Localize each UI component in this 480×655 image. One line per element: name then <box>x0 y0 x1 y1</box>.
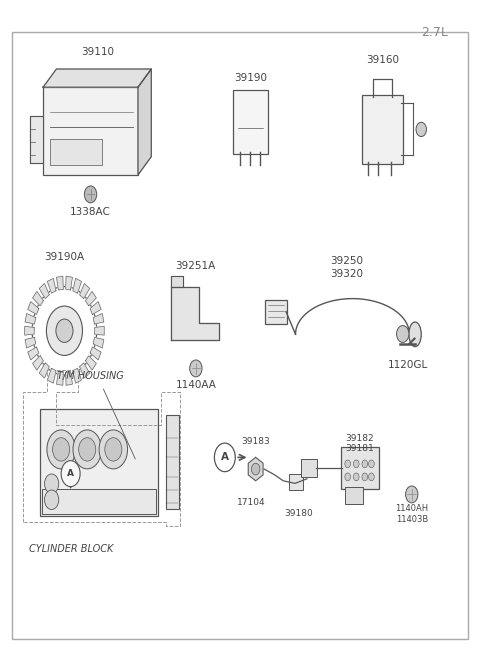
Text: A: A <box>67 469 74 478</box>
Polygon shape <box>25 326 34 335</box>
Polygon shape <box>30 117 43 163</box>
FancyBboxPatch shape <box>43 87 138 175</box>
Polygon shape <box>28 301 39 314</box>
Polygon shape <box>73 278 82 293</box>
FancyBboxPatch shape <box>265 299 287 324</box>
Polygon shape <box>25 314 36 324</box>
Circle shape <box>215 443 235 472</box>
Circle shape <box>353 460 359 468</box>
FancyBboxPatch shape <box>42 489 156 514</box>
Text: 39180: 39180 <box>284 509 313 518</box>
FancyBboxPatch shape <box>233 90 268 154</box>
Text: 39160: 39160 <box>366 55 399 66</box>
Polygon shape <box>248 457 263 481</box>
Circle shape <box>45 474 59 493</box>
Circle shape <box>47 430 75 469</box>
Polygon shape <box>93 337 104 348</box>
Polygon shape <box>80 363 90 378</box>
Text: 39190A: 39190A <box>44 252 84 262</box>
Polygon shape <box>66 371 72 385</box>
Circle shape <box>61 460 80 487</box>
FancyBboxPatch shape <box>289 474 303 490</box>
Polygon shape <box>28 347 39 360</box>
Circle shape <box>47 306 83 356</box>
Text: 39250
39320: 39250 39320 <box>330 257 363 279</box>
Polygon shape <box>66 276 72 290</box>
FancyBboxPatch shape <box>362 95 403 164</box>
Polygon shape <box>90 347 101 360</box>
Text: A: A <box>221 453 229 462</box>
Polygon shape <box>57 371 63 385</box>
Text: 39110: 39110 <box>81 47 114 57</box>
Polygon shape <box>73 368 82 383</box>
Circle shape <box>53 438 70 461</box>
Circle shape <box>252 463 260 475</box>
Circle shape <box>84 186 96 203</box>
Circle shape <box>79 438 96 461</box>
Polygon shape <box>85 356 96 370</box>
Polygon shape <box>33 291 43 306</box>
FancyBboxPatch shape <box>345 487 363 504</box>
Circle shape <box>45 490 59 510</box>
Circle shape <box>369 473 374 481</box>
Text: CYLINDER BLOCK: CYLINDER BLOCK <box>29 544 114 553</box>
Polygon shape <box>39 363 49 378</box>
Text: T/M HOUSING: T/M HOUSING <box>58 371 124 381</box>
Polygon shape <box>85 291 96 306</box>
Polygon shape <box>138 69 151 175</box>
Circle shape <box>73 430 101 469</box>
Text: 2.7L: 2.7L <box>421 26 448 39</box>
Polygon shape <box>48 278 56 293</box>
Circle shape <box>353 473 359 481</box>
Circle shape <box>345 473 350 481</box>
FancyBboxPatch shape <box>40 409 158 516</box>
Polygon shape <box>48 368 56 383</box>
Polygon shape <box>93 314 104 324</box>
FancyBboxPatch shape <box>341 447 379 489</box>
Polygon shape <box>90 301 101 314</box>
Polygon shape <box>33 356 43 370</box>
Circle shape <box>362 460 368 468</box>
Polygon shape <box>39 284 49 299</box>
Text: 39183: 39183 <box>241 438 270 447</box>
Text: 39182: 39182 <box>346 434 374 443</box>
FancyBboxPatch shape <box>166 415 179 510</box>
Circle shape <box>362 473 368 481</box>
Text: 1120GL: 1120GL <box>388 360 429 371</box>
Circle shape <box>56 319 73 343</box>
Text: 39251A: 39251A <box>175 261 215 271</box>
Circle shape <box>99 430 128 469</box>
Text: 1140AA: 1140AA <box>175 380 216 390</box>
Polygon shape <box>43 69 151 87</box>
Polygon shape <box>171 287 219 341</box>
FancyBboxPatch shape <box>50 139 102 165</box>
Circle shape <box>396 326 409 343</box>
FancyBboxPatch shape <box>301 458 317 477</box>
Polygon shape <box>95 326 104 335</box>
Text: 39190: 39190 <box>234 73 267 83</box>
Ellipse shape <box>409 322 421 346</box>
Polygon shape <box>25 337 36 348</box>
Circle shape <box>190 360 202 377</box>
Circle shape <box>105 438 122 461</box>
Polygon shape <box>171 276 183 287</box>
Text: 1140AH
11403B: 1140AH 11403B <box>395 504 428 524</box>
Circle shape <box>369 460 374 468</box>
Polygon shape <box>57 276 63 290</box>
Circle shape <box>416 122 426 136</box>
Circle shape <box>345 460 350 468</box>
Polygon shape <box>80 284 90 299</box>
Text: 1338AC: 1338AC <box>70 207 111 217</box>
Text: 39181: 39181 <box>346 444 374 453</box>
Circle shape <box>406 486 418 503</box>
Text: 17104: 17104 <box>237 498 265 507</box>
